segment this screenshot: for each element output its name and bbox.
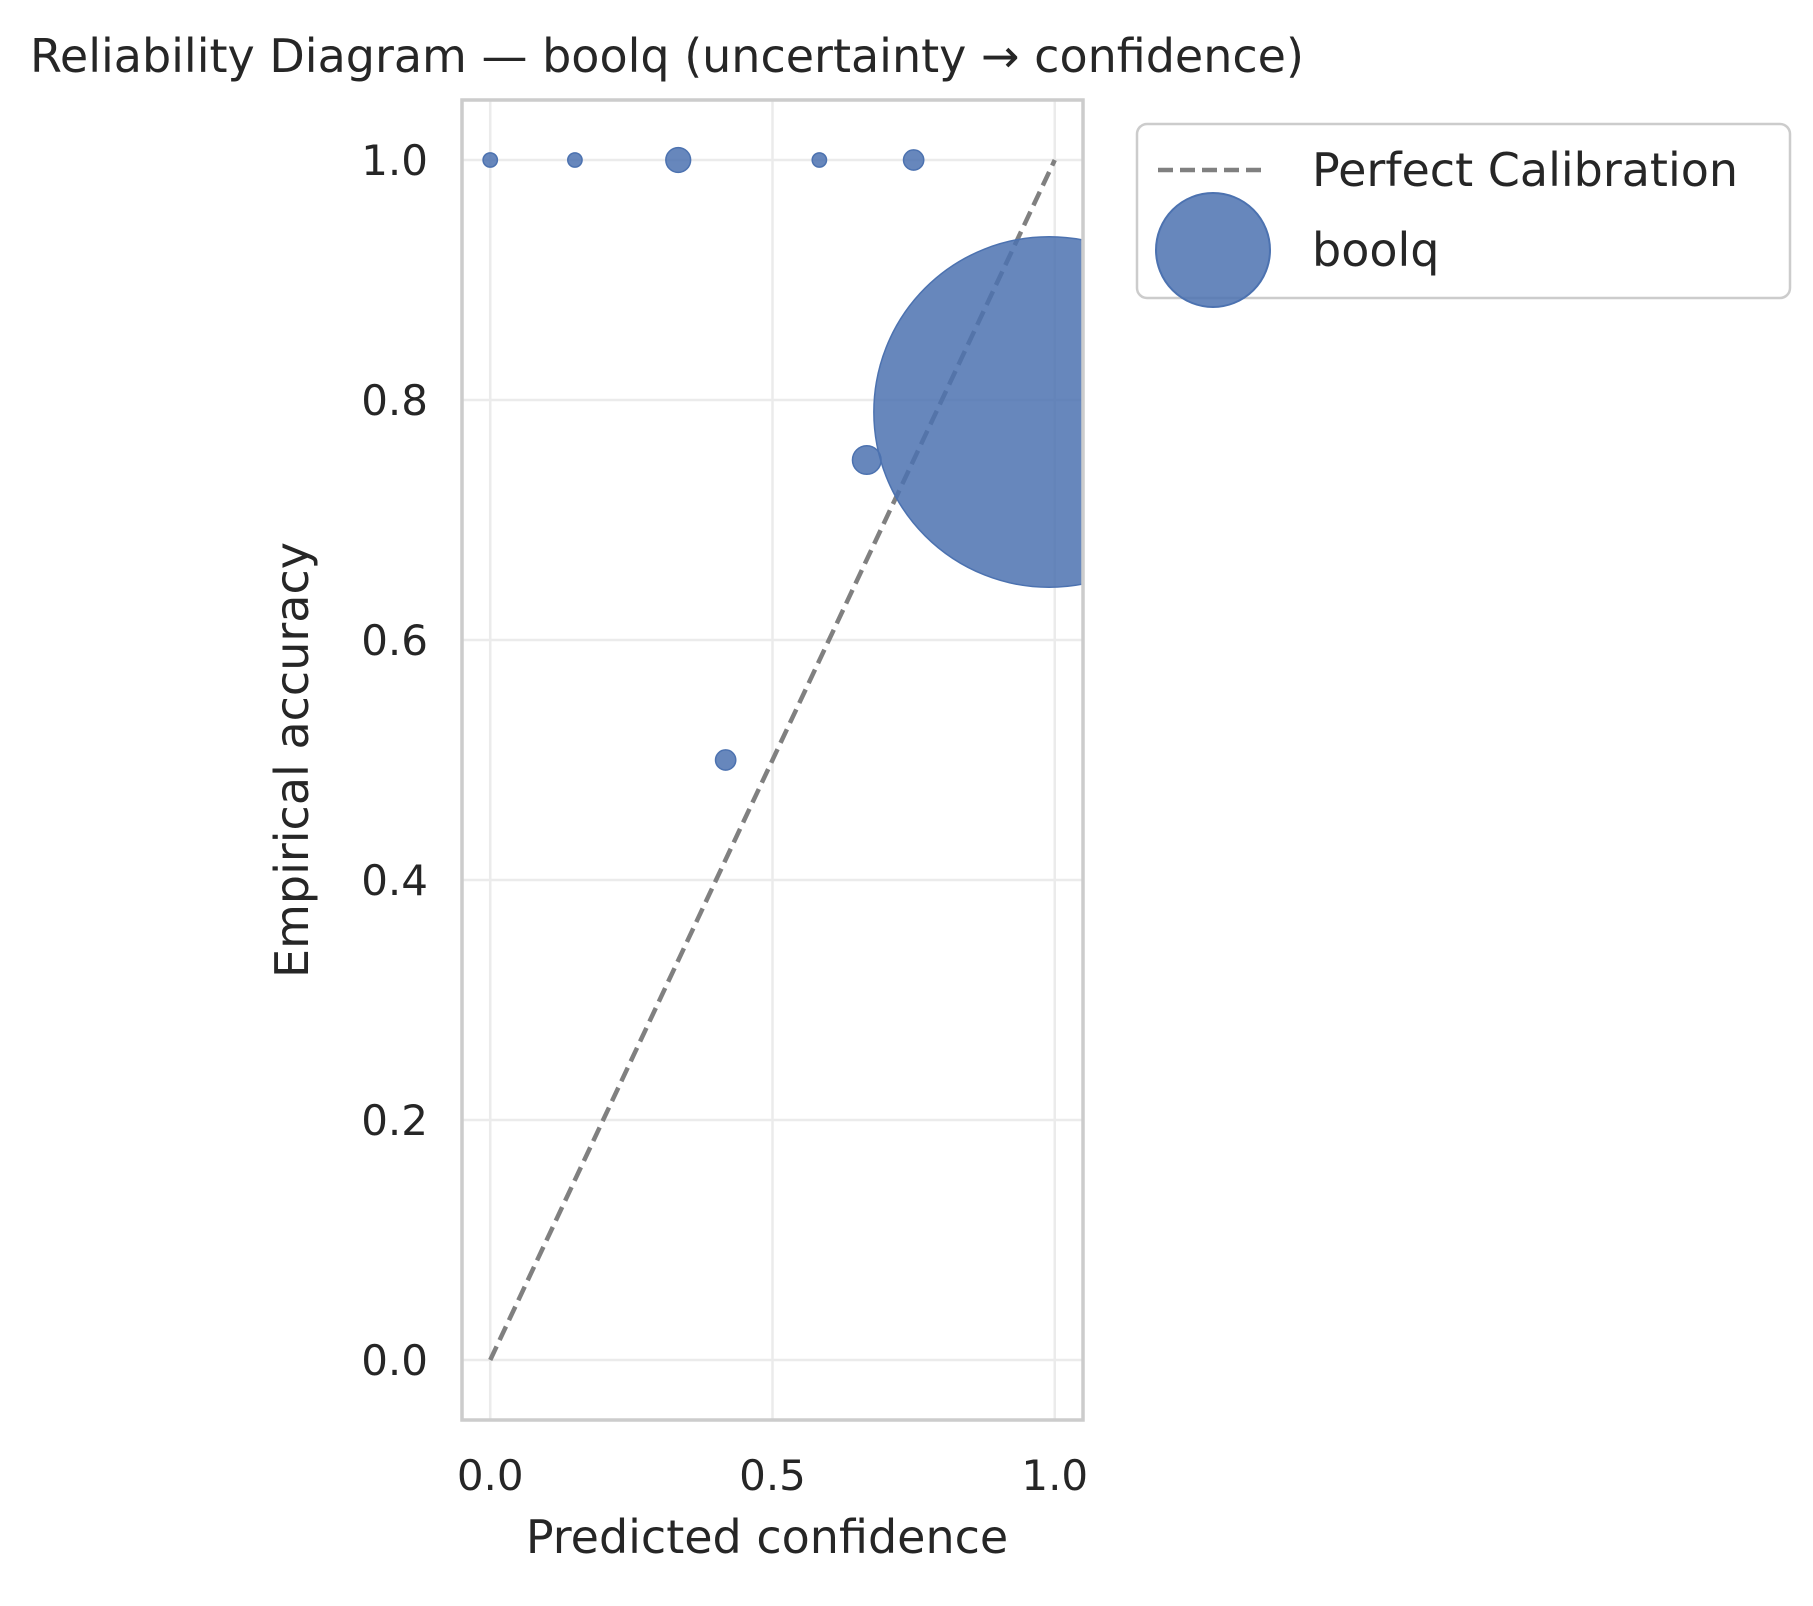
data-point <box>811 152 828 168</box>
plot-frame <box>460 98 1085 1422</box>
data-point <box>873 236 1083 588</box>
y-tick-label: 1.0 <box>361 136 428 185</box>
y-tick-label: 0.0 <box>361 1336 428 1385</box>
legend-boolq-label: boolq <box>1312 223 1439 277</box>
data-point <box>482 152 499 168</box>
data-point <box>851 444 882 476</box>
y-tick-label: 0.2 <box>361 1096 428 1145</box>
x-tick-label: 1.0 <box>1021 1451 1088 1500</box>
data-point <box>567 152 583 168</box>
y-tick-label: 0.4 <box>361 856 428 905</box>
data-point <box>902 149 925 171</box>
y-tick-label: 0.8 <box>361 376 428 425</box>
legend-boolq-swatch <box>1155 192 1271 308</box>
tick-label-layer: 0.0 0.5 1.0 0.0 0.2 0.4 0.6 0.8 1.0 <box>361 136 1088 1500</box>
legend-perfect-calibration-label: Perfect Calibration <box>1312 143 1738 197</box>
y-axis-label: Empirical accuracy <box>265 542 319 978</box>
data-point <box>665 146 692 174</box>
x-axis-label: Predicted confidence <box>526 1510 1008 1564</box>
y-tick-label: 0.6 <box>361 616 428 665</box>
x-tick-label: 0.0 <box>457 1451 524 1500</box>
legend: Perfect Calibration boolq <box>1135 122 1792 308</box>
x-tick-label: 0.5 <box>739 1451 806 1500</box>
points-layer <box>482 146 1083 771</box>
chart-title: Reliability Diagram — boolq (uncertainty… <box>30 29 1304 83</box>
data-point <box>714 749 737 771</box>
legend-frame <box>1135 122 1792 300</box>
